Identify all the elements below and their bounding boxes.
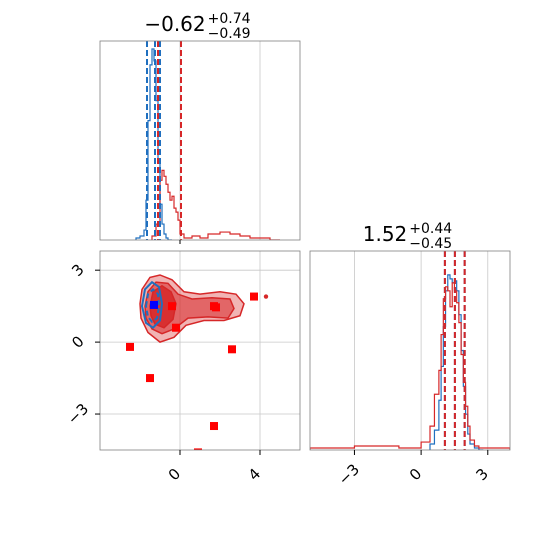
y-tick-label: 0 (68, 332, 87, 351)
red-marker (228, 345, 236, 354)
panel-title-lower: −0.45 (409, 236, 452, 252)
panel-frame (309, 250, 511, 451)
y-tick-label: −3 (64, 400, 92, 428)
red-marker (210, 422, 218, 431)
x-tick-label: 3 (473, 465, 492, 484)
blue-marker (150, 300, 158, 309)
panel-title-upper: +0.74 (208, 11, 251, 27)
panel-frame (99, 40, 301, 241)
red-marker (126, 342, 134, 351)
panel-title-value: −0.62 (144, 12, 205, 36)
red-marker (212, 303, 220, 312)
scatter-point (263, 294, 269, 299)
histogram-panel-top-left (135, 41, 280, 240)
contour-panel (100, 251, 300, 450)
x-tick-label: 0 (406, 465, 425, 484)
panel-title-value: 1.52 (363, 222, 408, 246)
red-marker (172, 323, 180, 332)
red-marker (168, 302, 176, 311)
histogram-step-red (151, 169, 280, 240)
x-tick-label: 4 (245, 465, 264, 484)
red-marker (194, 448, 202, 450)
panel-frame (99, 250, 301, 451)
panel-title-lower: −0.49 (208, 26, 251, 42)
y-tick-label: 3 (68, 260, 87, 279)
red-marker (146, 374, 154, 383)
x-tick-label: −3 (335, 460, 363, 488)
histogram-panel-bottom-right (310, 251, 510, 450)
blue-contour-level-1 (140, 280, 164, 330)
red-marker (250, 292, 258, 301)
histogram-step-red (310, 282, 510, 450)
blue-contour-level-2 (144, 287, 161, 324)
panel-title-upper: +0.44 (409, 221, 452, 237)
x-tick-label: 0 (165, 465, 184, 484)
